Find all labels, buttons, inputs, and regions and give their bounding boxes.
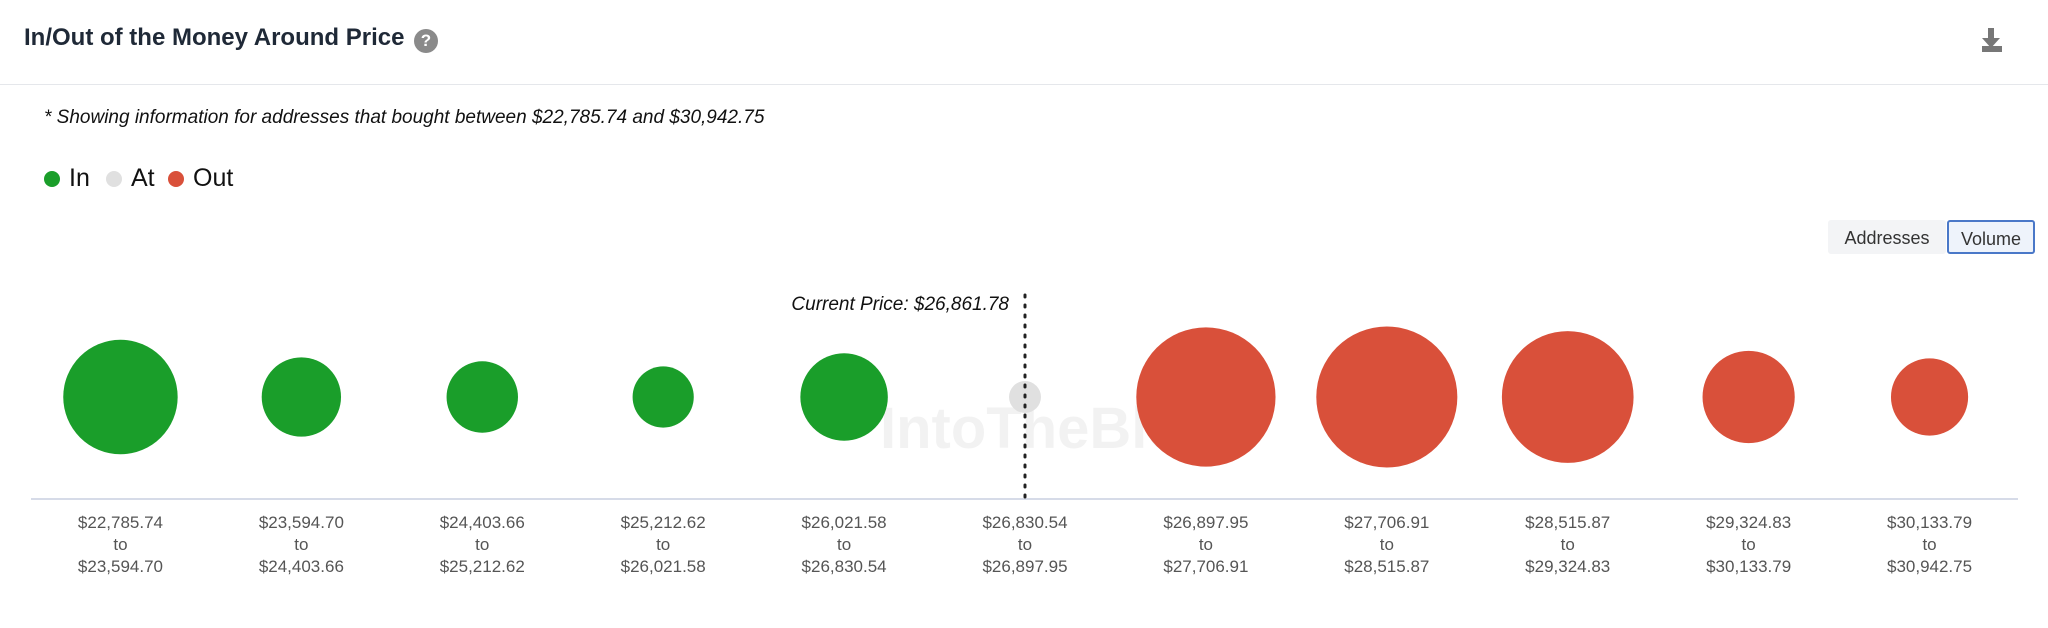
divider: [0, 84, 2048, 85]
download-icon[interactable]: [1982, 28, 2002, 52]
bubble: [1890, 358, 1969, 436]
bubble: [261, 357, 342, 437]
bubble: [800, 353, 888, 441]
x-tick-label: $30,133.79 to $30,942.75: [1886, 513, 1973, 576]
legend-item[interactable]: Out: [168, 164, 233, 193]
toggle-button[interactable]: Volume: [1947, 220, 2035, 254]
x-tick-label: $26,897.95 to $27,706.91: [1163, 513, 1249, 576]
x-tick-label: $24,403.66 to $25,212.62: [439, 513, 525, 576]
legend-item[interactable]: At: [106, 164, 155, 193]
note: * Showing information for addresses that…: [44, 107, 765, 128]
help-icon[interactable]: ?: [414, 29, 438, 53]
x-tick-label: $28,515.87 to $29,324.83: [1525, 513, 1611, 576]
legend-label: In: [69, 164, 90, 192]
legend-label: Out: [193, 164, 234, 192]
bubble: [1316, 326, 1458, 468]
x-tick-label: $26,021.58 to $26,830.54: [801, 513, 887, 576]
title: In/Out of the Money Around Price: [24, 24, 405, 51]
x-tick-label: $27,706.91 to $28,515.87: [1344, 513, 1430, 576]
current-price-label: Current Price: $26,861.78: [791, 294, 1009, 315]
x-tick-label: $25,212.62 to $26,021.58: [620, 513, 706, 576]
bubble: [632, 366, 694, 428]
bubble: [1702, 350, 1795, 444]
x-tick-label: $29,324.83 to $30,133.79: [1706, 513, 1792, 576]
bubble: [63, 339, 178, 455]
bubble: [446, 361, 518, 433]
legend-item[interactable]: In: [44, 164, 90, 193]
bubble: [1501, 331, 1634, 463]
x-tick-label: $26,830.54 to $26,897.95: [982, 513, 1068, 576]
toggle-button[interactable]: Addresses: [1828, 220, 1946, 254]
bubble: [1136, 327, 1276, 467]
legend-label: At: [131, 164, 155, 192]
x-tick-label: $23,594.70 to $24,403.66: [258, 513, 344, 576]
x-tick-label: $22,785.74 to $23,594.70: [77, 513, 163, 576]
